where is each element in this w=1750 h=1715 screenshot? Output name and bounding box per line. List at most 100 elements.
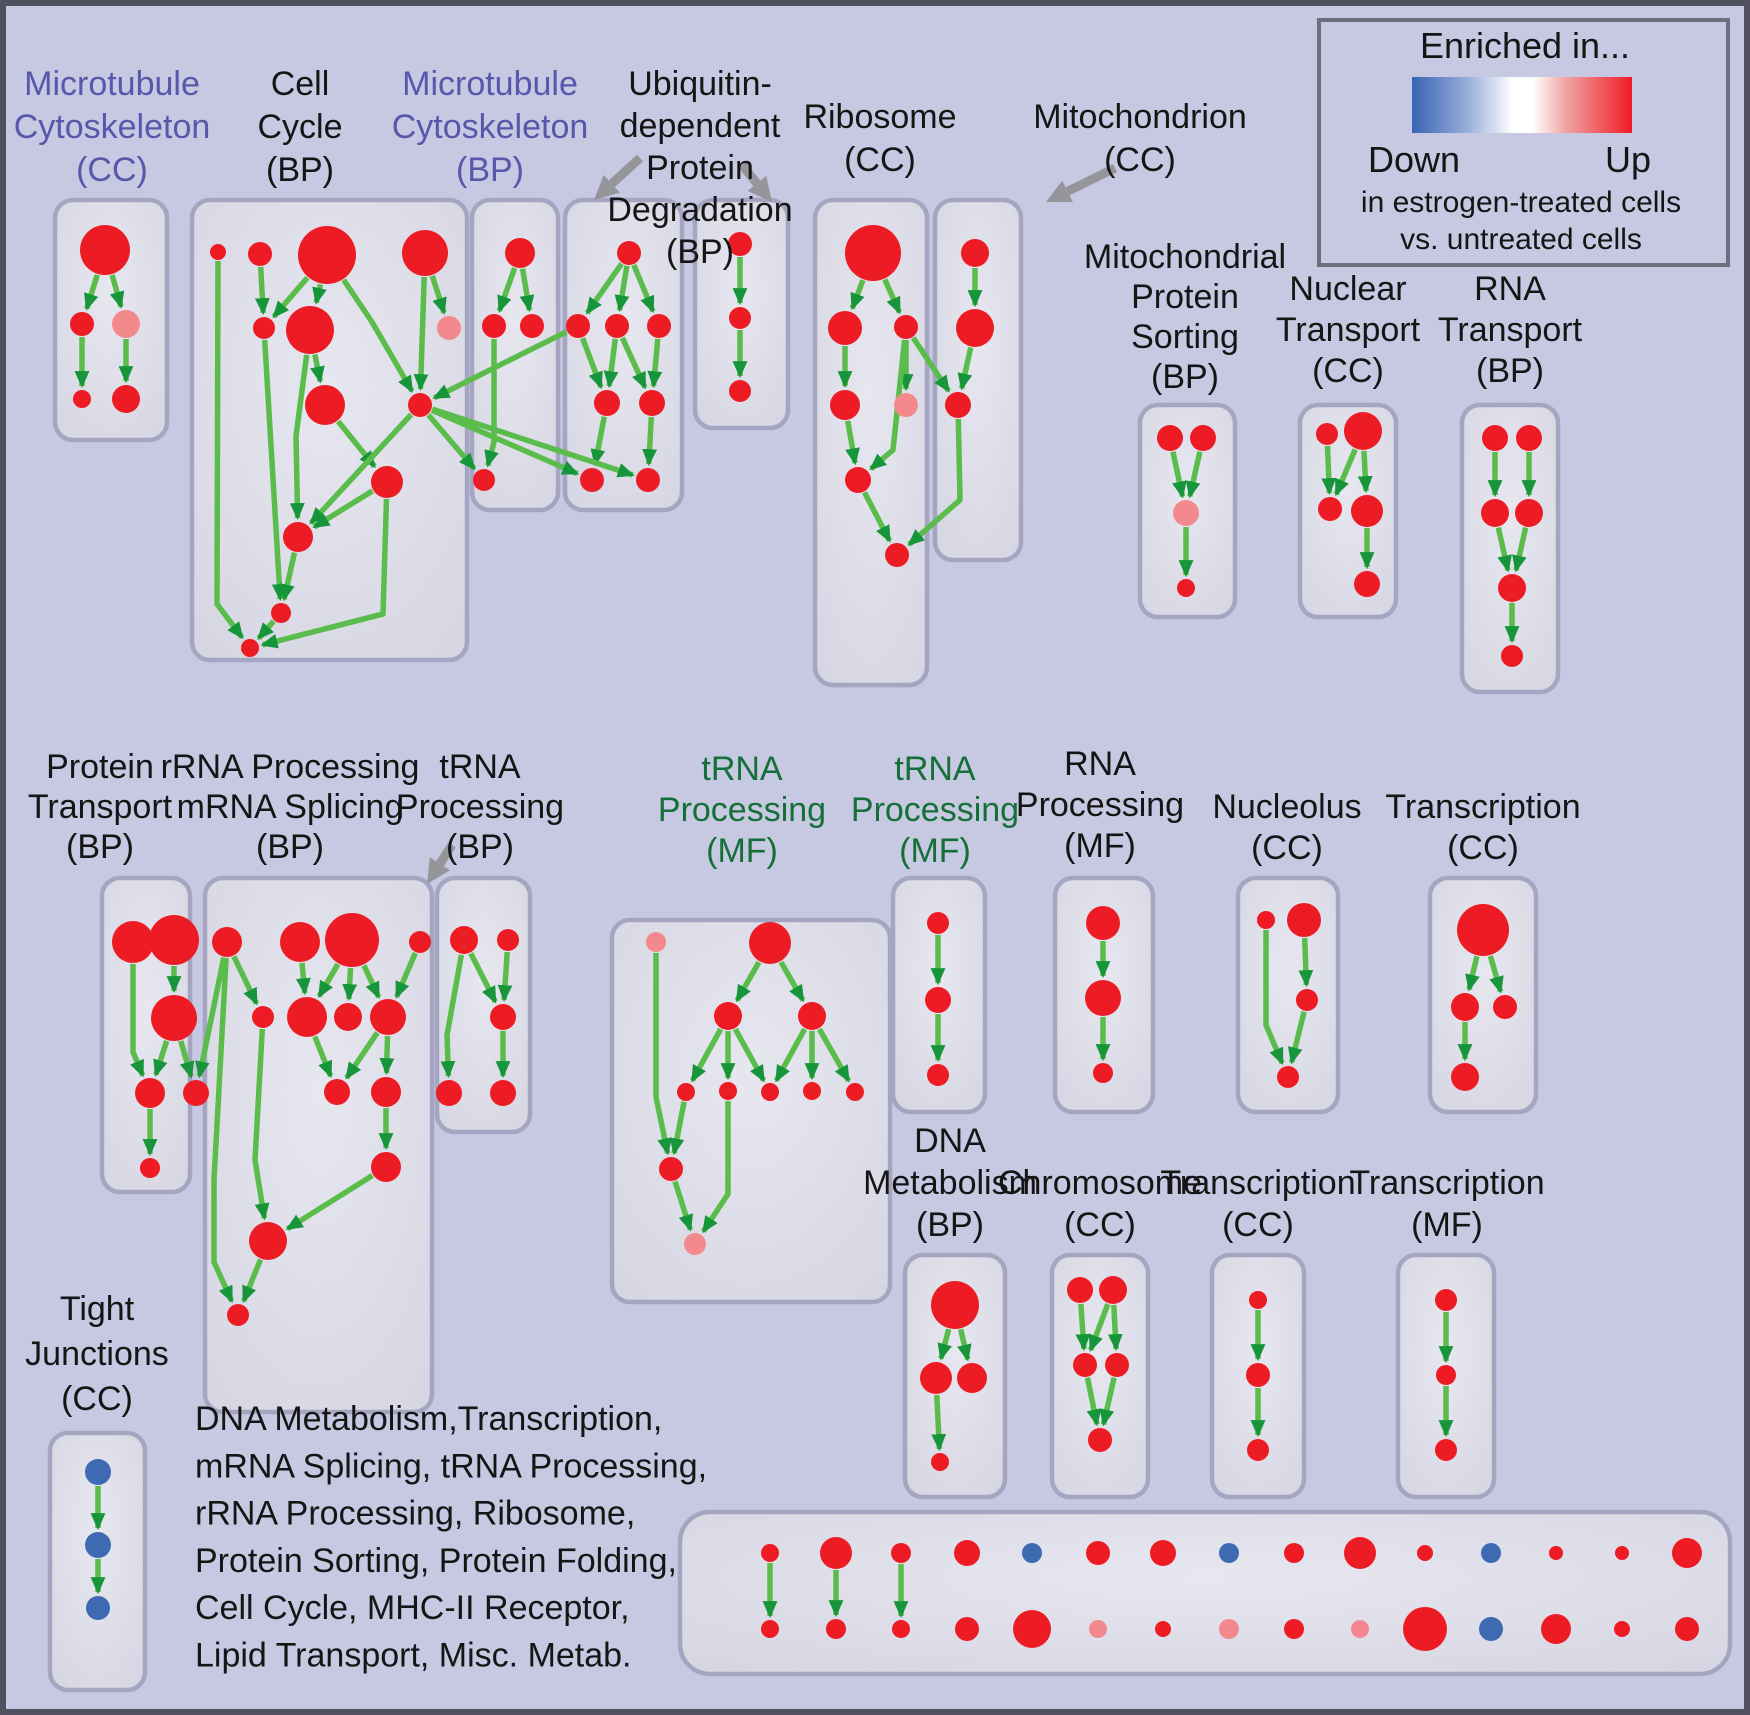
network-node [73,390,91,408]
cluster-label-microtubule-cytoskeleton-cc: Microtubule Cytoskeleton (CC) [14,65,211,189]
cluster-label-microtubule-cytoskeleton-bp: Microtubule Cytoskeleton (BP) [392,65,589,189]
network-node [1316,423,1338,445]
edge-arrow [1487,955,1504,994]
edge-arrow [701,1101,731,1234]
network-node [1190,425,1216,451]
edge-arrow [957,1328,972,1362]
network-node [482,314,506,338]
cluster-label-dna-metabolism-bp: DNA Metabolism (BP) [863,1122,1037,1244]
network-node [1549,1546,1563,1560]
network-node [1219,1619,1239,1639]
edge-arrow [241,1258,264,1304]
edge-arrow [271,275,310,319]
network-node [271,603,291,623]
edge-arrow [497,951,513,1003]
edge-arrow [689,1027,724,1083]
network-node [1457,904,1509,956]
network-node [334,1003,362,1031]
network-node [280,922,320,962]
edge-arrow [1263,930,1285,1066]
network-node [1296,989,1318,1011]
edge-arrow [669,1101,687,1156]
network-node [1541,1614,1571,1644]
network-node [891,1543,911,1563]
edge-arrow [603,338,619,389]
edge-arrow [614,265,630,313]
edge-arrow [631,263,656,314]
network-node [659,1157,683,1181]
network-node [1614,1621,1630,1637]
network-node [1481,1543,1501,1563]
network-node [1435,1439,1457,1461]
network-node [1249,1291,1267,1309]
edge-arrow [642,416,658,467]
network-node [1436,1365,1456,1385]
network-node [798,1002,826,1030]
network-node [925,987,951,1013]
network-node [1501,645,1523,667]
edge-arrow [519,268,535,313]
edge-arrow [1099,1377,1117,1427]
edge-arrow [432,329,568,401]
legend-gradient-bar [1412,77,1632,133]
edge-arrow [619,336,648,390]
network-node [826,1619,846,1639]
network-node [248,242,272,266]
edge-arrow [484,339,499,468]
network-node [497,929,519,951]
edge-arrow [231,955,259,1006]
summary-text-block: DNA Metabolism,Transcription, mRNA Splici… [195,1400,707,1675]
network-node [1157,425,1183,451]
network-node [1277,1066,1299,1088]
annotation-arrow-head [747,175,772,202]
edge-arrow [285,1173,374,1232]
edge-arrow [252,1028,270,1221]
network-node [894,393,918,417]
network-node [1150,1540,1176,1566]
network-node [1086,906,1120,940]
network-node [1498,574,1526,602]
edge-arrow [468,952,498,1004]
cluster-label-chromosome-cc: Chromosome (CC) [998,1164,1202,1244]
edge-arrow [1107,1304,1123,1352]
cluster-box-chromosome-cc [1049,1252,1151,1500]
edge-arrow [1075,1303,1091,1352]
network-node [1088,1428,1112,1452]
cluster-label-transcription-cc-lower: Transcription (CC) [1160,1164,1355,1244]
cluster-box-dna-metabolism-bp [902,1252,1008,1500]
network-node [714,1002,742,1030]
network-node [1354,571,1380,597]
edge-arrow [937,1328,952,1361]
edge-arrow [361,964,382,1000]
edge-arrow [844,420,860,466]
network-node [85,1532,111,1558]
network-node [505,238,535,268]
network-node [1067,1277,1093,1303]
edge-arrow [1512,526,1529,573]
edge-arrow [849,279,866,311]
edge-arrow [316,962,341,999]
edge-arrow [261,339,287,602]
edge-arrow [310,353,325,384]
cluster-label-transcription-cc-upper: Transcription (CC) [1385,788,1580,867]
network-node [370,999,406,1035]
cluster-label-protein-transport-bp: Protein Transport (BP) [28,748,173,866]
edge-arrow [440,954,465,1079]
network-node [728,232,752,256]
edge-arrow [280,552,298,602]
edge-arrow [590,416,608,467]
bottom-summary-box [677,1509,1733,1677]
network-node [846,1083,864,1101]
edge-arrow [1287,1011,1307,1065]
network-node [437,316,461,340]
edge-arrow [413,276,429,392]
network-node [324,1079,350,1105]
edge-arrow [862,491,893,543]
network-node [252,1006,274,1028]
network-node [1089,1620,1107,1638]
network-node [956,309,994,347]
edge-arrow [296,962,311,996]
network-node [955,1617,979,1641]
network-node [325,913,379,967]
legend-title: Enriched in... [1420,25,1630,66]
